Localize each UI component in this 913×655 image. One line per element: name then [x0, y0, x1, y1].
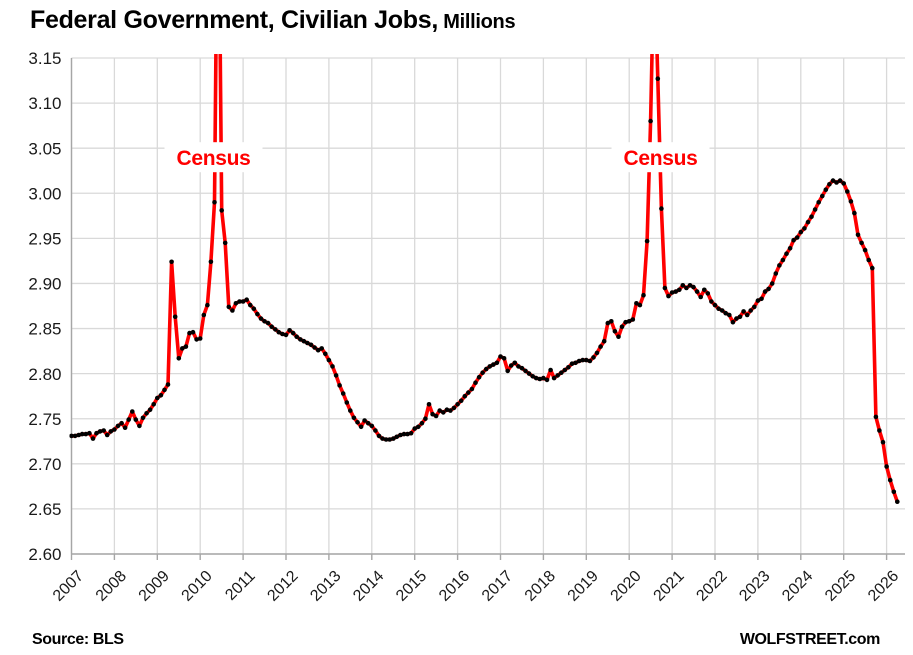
y-tick-label: 3.05: [28, 139, 61, 158]
x-tick-label: 2023: [736, 568, 773, 605]
x-tick-label: 2009: [136, 568, 173, 605]
chart-title: Federal Government, Civilian Jobs, Milli…: [30, 6, 516, 35]
x-tick-label: 2008: [93, 568, 130, 605]
census-annotation-label: Census: [176, 147, 250, 170]
y-tick-label: 2.75: [28, 410, 61, 429]
x-tick-label: 2016: [436, 568, 473, 605]
y-tick-label: 2.65: [28, 500, 61, 519]
x-tick-label: 2011: [222, 568, 258, 604]
y-tick-label: 2.60: [28, 545, 61, 564]
y-tick-label: 2.90: [28, 275, 61, 294]
x-tick-label: 2018: [522, 568, 559, 605]
axes: [70, 58, 905, 560]
x-tick-label: 2010: [179, 568, 216, 605]
census-annotation-label: Census: [623, 147, 697, 170]
x-tick-label: 2022: [693, 568, 730, 605]
y-tick-label: 2.70: [28, 455, 61, 474]
y-tick-label: 3.00: [28, 184, 61, 203]
census-annotation: Census: [164, 142, 263, 173]
y-tick-label: 3.15: [28, 49, 61, 68]
x-tick-label: 2019: [565, 568, 602, 605]
site-label: WOLFSTREET.com: [739, 631, 881, 648]
gridlines: [70, 57, 905, 555]
y-tick-label: 3.10: [28, 94, 61, 113]
x-tick-label: 2013: [307, 568, 344, 605]
x-tick-label: 2025: [822, 568, 859, 605]
x-tick-label: 2007: [50, 568, 87, 605]
y-tick-label: 2.85: [28, 320, 61, 339]
chart-title-main: Federal Government, Civilian Jobs,: [30, 6, 438, 34]
x-tick-label: 2024: [779, 568, 816, 605]
x-tick-label: 2015: [393, 568, 430, 605]
census-annotation-box: [164, 142, 263, 173]
data-series: [69, 54, 900, 505]
source-label: Source: BLS: [32, 631, 124, 648]
y-axis-labels: 3.15 3.10 3.05 3.00 2.95 2.90 2.85 2.80 2.75 2.70…: [28, 49, 61, 564]
census-annotation-box: [611, 142, 710, 173]
y-tick-label: 2.95: [28, 229, 61, 248]
series-markers: [69, 76, 900, 505]
census-annotation: Census: [611, 142, 710, 173]
series-line: [69, 54, 900, 504]
x-tick-label: 2012: [264, 568, 301, 605]
x-tick-label: 2014: [350, 568, 387, 605]
x-tick-label: 2017: [479, 568, 516, 605]
y-tick-label: 2.80: [28, 365, 61, 384]
x-tick-label: 2021: [651, 568, 688, 605]
x-tick-label: 2026: [865, 568, 902, 605]
x-axis-labels: 2007 2008 2009 2010 2011 2012 2013 2014 2015 2016…: [50, 568, 902, 605]
chart-title-suffix: Millions: [437, 11, 516, 33]
x-tick-label: 2020: [608, 568, 645, 605]
